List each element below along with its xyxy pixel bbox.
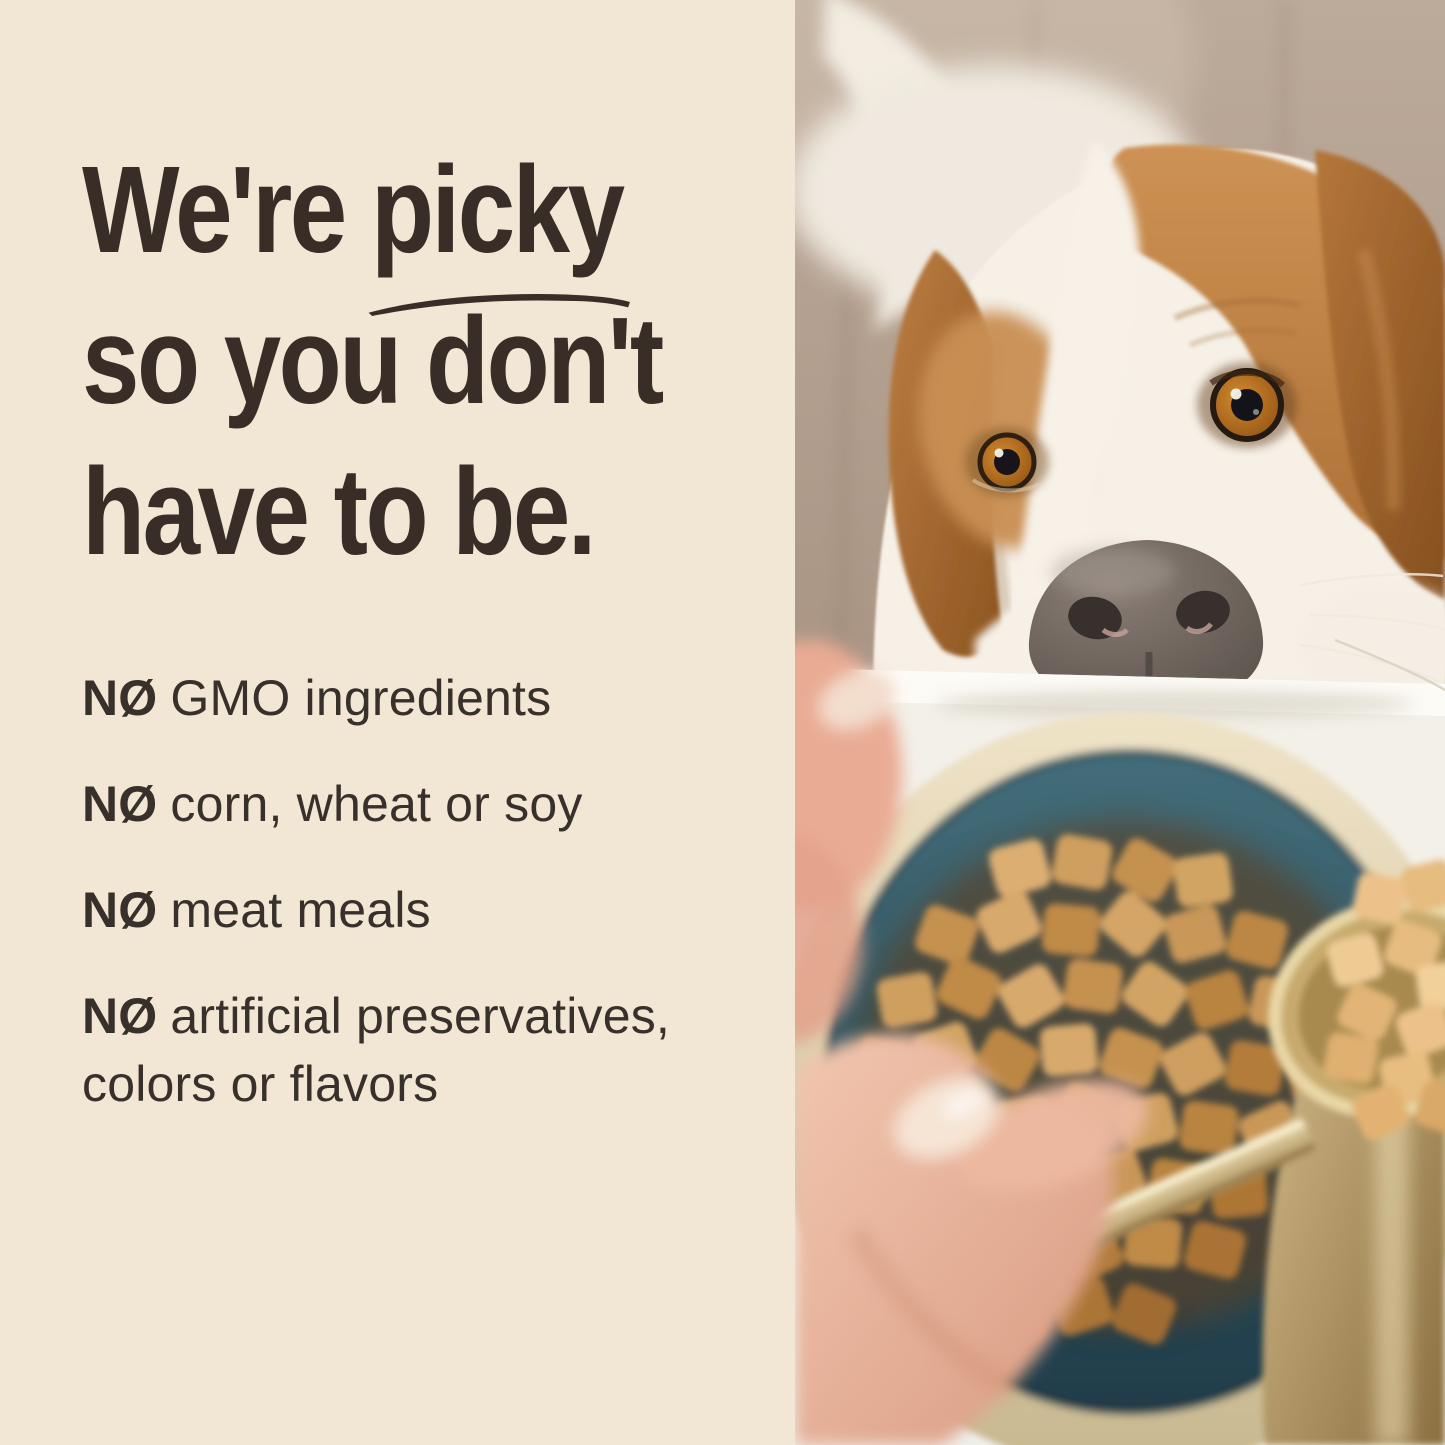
scoop: [1262, 859, 1445, 1445]
text-panel: We're picky so you don't have to be. NØ G…: [82, 135, 747, 1118]
claim-no-corn-wheat-soy: NØ corn, wheat or soy: [82, 770, 747, 838]
headline-line-1: We're picky: [82, 135, 681, 316]
headline-line-2: so you don't: [82, 293, 664, 430]
dog-right-eye: [1197, 362, 1297, 448]
hand: [795, 1033, 1149, 1445]
headline-word-picky: picky: [368, 135, 630, 316]
dog-head: [873, 140, 1445, 705]
dog-left-eye: [965, 427, 1049, 497]
no-prefix: NØ: [82, 988, 158, 1044]
dog-whiskers: [1299, 573, 1445, 684]
underline-stroke-icon: [368, 294, 630, 316]
dog-nose: [1028, 540, 1264, 702]
photo-dog-kibble: [795, 0, 1445, 1445]
scoop-kibble: [1323, 859, 1445, 1141]
claim-no-meat-meals: NØ meat meals: [82, 876, 747, 944]
headline-line-1-prefix: We're: [82, 142, 371, 279]
headline: We're picky so you don't have to be.: [82, 135, 681, 588]
claim-text: GMO ingredients: [170, 670, 552, 726]
claim-no-artificial: NØ artificial preservatives, colors or fl…: [82, 982, 747, 1118]
headline-line-3: have to be.: [82, 444, 597, 581]
headline-word-picky-text: picky: [370, 142, 625, 279]
finger: [795, 640, 902, 1044]
no-prefix: NØ: [82, 670, 158, 726]
claim-text: artificial preservatives, colors or flav…: [82, 988, 671, 1112]
claim-text: corn, wheat or soy: [170, 776, 583, 832]
no-claims-list: NØ GMO ingredients NØ corn, wheat or soy N…: [82, 664, 747, 1118]
no-prefix: NØ: [82, 776, 158, 832]
dog-blaze: [1010, 140, 1140, 640]
no-prefix: NØ: [82, 882, 158, 938]
claim-text: meat meals: [170, 882, 431, 938]
claim-no-gmo: NØ GMO ingredients: [82, 664, 747, 732]
